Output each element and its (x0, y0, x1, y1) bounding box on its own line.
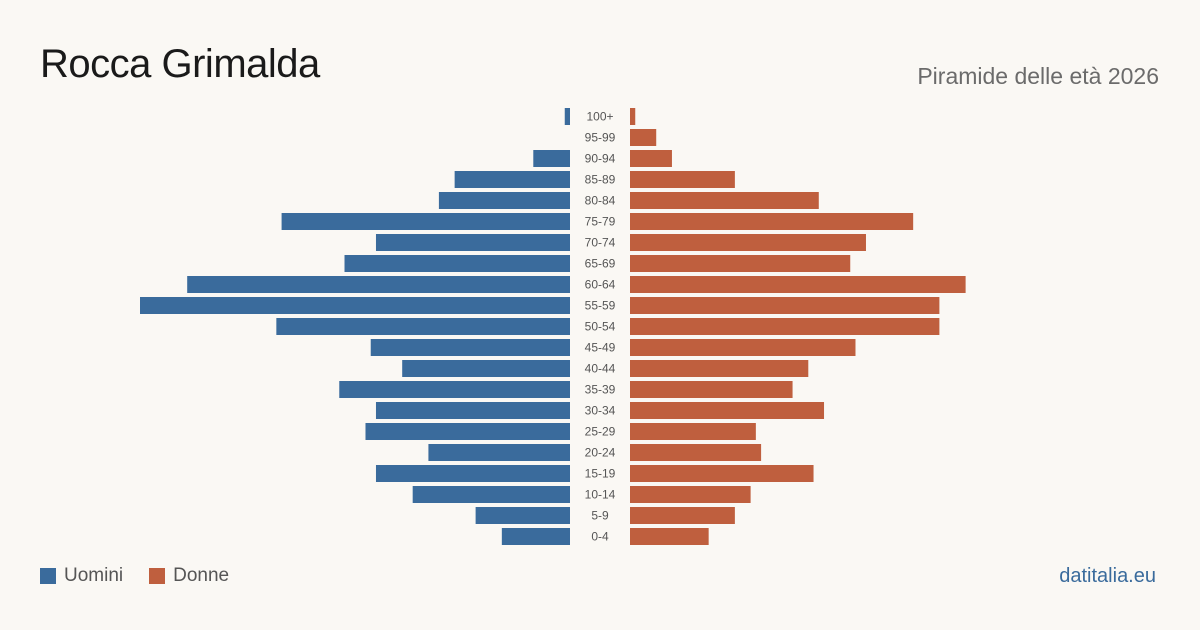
bar-men-20-24 (428, 444, 570, 461)
bar-men-65-69 (344, 255, 570, 272)
bar-men-15-19 (375, 465, 570, 482)
age-label-0-4: 0-4 (591, 530, 609, 544)
bar-men-35-39 (339, 381, 570, 398)
bar-women-15-19 (630, 465, 814, 482)
bar-women-70-74 (630, 234, 866, 251)
bar-men-90-94 (533, 150, 570, 167)
age-label-30-34: 30-34 (585, 404, 616, 418)
bar-men-10-14 (412, 486, 570, 503)
age-label-70-74: 70-74 (585, 236, 616, 250)
age-label-20-24: 20-24 (585, 446, 616, 460)
bar-men-55-59 (140, 297, 570, 314)
bar-men-50-54 (276, 318, 570, 335)
bar-men-5-9 (475, 507, 570, 524)
age-label-80-84: 80-84 (585, 194, 616, 208)
bar-women-30-34 (630, 402, 825, 419)
bar-men-75-79 (281, 213, 570, 230)
bar-men-40-44 (402, 360, 570, 377)
bar-men-100plus (564, 108, 570, 125)
legend-swatch-women (149, 568, 166, 584)
bar-men-0-4 (501, 528, 570, 545)
bar-men-70-74 (375, 234, 570, 251)
bar-women-20-24 (630, 444, 762, 461)
age-label-95-99: 95-99 (585, 131, 616, 145)
age-label-85-89: 85-89 (585, 173, 616, 187)
bar-men-85-89 (454, 171, 570, 188)
bar-men-30-34 (375, 402, 570, 419)
bar-women-60-64 (630, 276, 966, 293)
age-label-35-39: 35-39 (585, 383, 616, 397)
legend-label-women: Donne (173, 565, 230, 586)
age-label-75-79: 75-79 (585, 215, 616, 229)
age-label-100plus: 100+ (586, 110, 613, 124)
age-label-10-14: 10-14 (585, 488, 616, 502)
bar-women-0-4 (630, 528, 709, 545)
age-label-65-69: 65-69 (585, 257, 616, 271)
brand-link[interactable]: datitalia.eu (1059, 565, 1156, 587)
bar-men-60-64 (187, 276, 570, 293)
age-label-40-44: 40-44 (585, 362, 616, 376)
chart-title: Rocca Grimalda (40, 42, 320, 86)
bar-women-85-89 (630, 171, 735, 188)
bar-women-5-9 (630, 507, 735, 524)
bar-women-65-69 (630, 255, 851, 272)
age-label-5-9: 5-9 (591, 509, 609, 523)
bar-men-25-29 (365, 423, 570, 440)
bar-women-35-39 (630, 381, 793, 398)
bar-women-55-59 (630, 297, 940, 314)
age-label-50-54: 50-54 (585, 320, 616, 334)
legend-swatch-men (40, 568, 56, 584)
age-label-60-64: 60-64 (585, 278, 616, 292)
bar-women-40-44 (630, 360, 809, 377)
bar-women-10-14 (630, 486, 751, 503)
bar-women-90-94 (630, 150, 672, 167)
age-label-45-49: 45-49 (585, 341, 616, 355)
bar-women-80-84 (630, 192, 819, 209)
bar-men-80-84 (438, 192, 570, 209)
age-label-55-59: 55-59 (585, 299, 616, 313)
bar-women-50-54 (630, 318, 940, 335)
bar-men-45-49 (370, 339, 570, 356)
legend: Uomini Donne (40, 565, 255, 587)
age-label-25-29: 25-29 (585, 425, 616, 439)
legend-item-women: Donne (149, 565, 229, 587)
bar-women-75-79 (630, 213, 914, 230)
age-label-90-94: 90-94 (585, 152, 616, 166)
legend-label-men: Uomini (64, 565, 124, 586)
bar-women-25-29 (630, 423, 756, 440)
bar-women-95-99 (630, 129, 657, 146)
bar-women-100plus (630, 108, 636, 125)
age-label-15-19: 15-19 (585, 467, 616, 481)
chart-subtitle: Piramide delle età 2026 (917, 63, 1159, 89)
bar-women-45-49 (630, 339, 856, 356)
legend-item-men: Uomini (40, 565, 123, 587)
